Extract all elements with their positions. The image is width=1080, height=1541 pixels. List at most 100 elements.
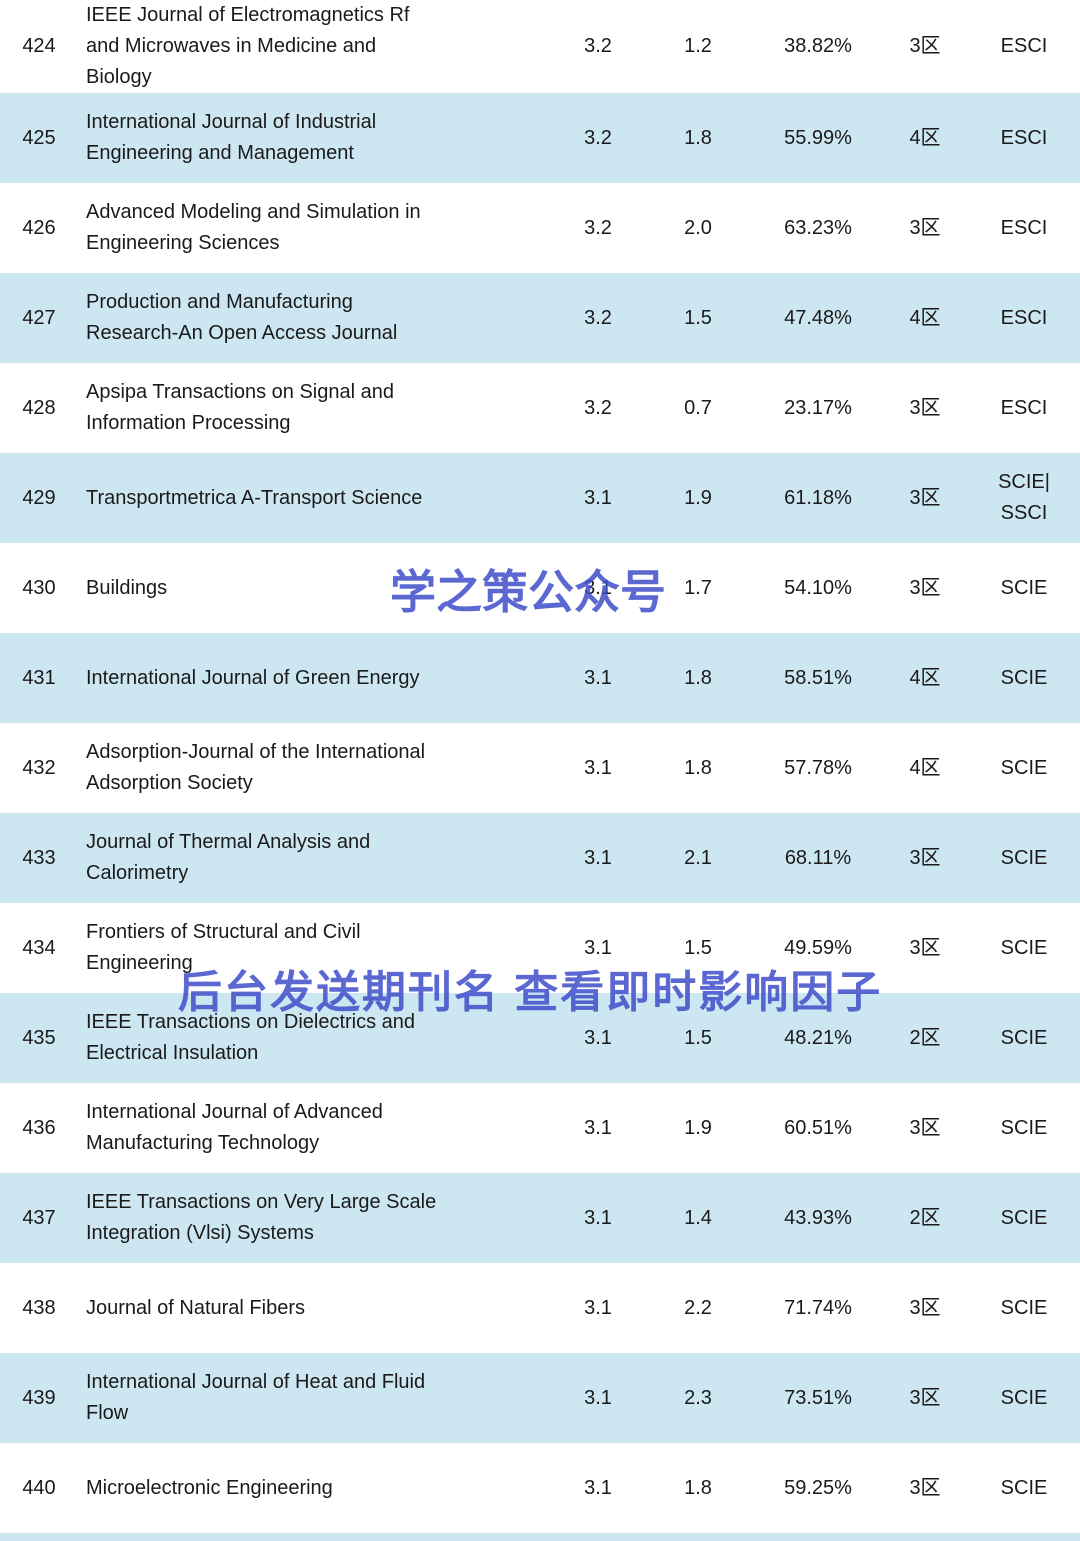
percent-cell: 49.59% [784,936,852,959]
metric1-cell: 3.1 [584,576,612,599]
percent-cell: 68.11% [784,846,852,869]
table-row: 431 International Journal of Green Energ… [0,633,1080,723]
percent-cell: 60.51% [784,1116,852,1139]
rank-cell: 440 [22,1476,56,1499]
partition-cell: 3区 [909,1296,941,1319]
metric1-cell: 3.1 [584,936,612,959]
index-type-cell: SCIE [1000,936,1048,959]
metric1-cell: 3.2 [584,216,612,239]
metric2-cell: 1.8 [684,126,712,149]
percent-cell: 38.82% [784,35,852,57]
metric2-cell: 1.5 [684,306,712,329]
journal-name-cell: Advanced Modeling and Simulation in Engi… [86,201,421,254]
rank-cell: 429 [22,486,56,509]
percent-cell: 59.25% [784,1476,852,1499]
table-row: 438 Journal of Natural Fibers 3.1 2.2 71… [0,1263,1080,1353]
index-type-cell: SCIE [1000,666,1048,689]
partition-cell: 3区 [909,396,941,419]
metric1-cell: 3.2 [584,126,612,149]
rank-cell: 430 [22,576,56,599]
journal-name-cell: IEEE Transactions on Very Large Scale In… [86,1191,437,1244]
index-type-cell: SCIE [1000,1386,1048,1409]
journal-name-cell: Transportmetrica A-Transport Science [86,486,423,509]
table-row: 433 Journal of Thermal Analysis and Calo… [0,813,1080,903]
partition-cell: 3区 [909,936,941,959]
index-type-cell: ESCI [1000,35,1048,57]
percent-cell: 54.10% [784,576,852,599]
partition-cell: 3区 [909,486,941,509]
journal-name-cell: International Journal of Industrial Engi… [86,111,377,164]
rank-cell: 436 [22,1116,56,1139]
metric1-cell: 3.1 [584,666,612,689]
index-type-cell: SCIE [1000,1026,1048,1049]
journal-name-cell: Journal of Natural Fibers [86,1296,305,1319]
index-type-cell: SCIE [1000,846,1048,869]
rank-cell: 432 [22,756,56,779]
partition-cell: 3区 [909,216,941,239]
journal-name-cell: Production and Manufacturing Research-An… [86,291,398,344]
metric2-cell: 1.5 [684,936,712,959]
index-type-cell: SCIE [1000,1476,1048,1499]
partition-cell: 2区 [909,1026,941,1049]
rank-cell: 428 [22,396,56,419]
index-type-cell: ESCI [1000,396,1048,419]
rank-cell: 437 [22,1206,56,1229]
table-row: 426 Advanced Modeling and Simulation in … [0,183,1080,273]
rank-cell: 427 [22,306,56,329]
index-type-cell: ESCI [1000,306,1048,329]
percent-cell: 23.17% [784,396,852,419]
partition-cell: 4区 [909,756,941,779]
journal-name-cell: Frontiers of Structural and Civil Engine… [86,921,361,974]
partition-cell: 4区 [909,666,941,689]
percent-cell: 55.99% [784,126,852,149]
partition-cell: 3区 [909,576,941,599]
index-type-cell: ESCI [1000,126,1048,149]
metric1-cell: 3.1 [584,1296,612,1319]
journal-name-cell: Buildings [86,576,168,599]
metric2-cell: 2.0 [684,216,712,239]
metric2-cell: 1.9 [684,1116,712,1139]
metric1-cell: 3.1 [584,846,612,869]
table-row: 434 Frontiers of Structural and Civil En… [0,903,1080,993]
percent-cell: 73.51% [784,1386,852,1409]
next-row-partial [0,1533,1080,1541]
journal-name-cell: IEEE Transactions on Dielectrics and Ele… [86,1011,416,1064]
table-row: 435 IEEE Transactions on Dielectrics and… [0,993,1080,1083]
percent-cell: 57.78% [784,756,852,779]
percent-cell: 71.74% [784,1296,852,1319]
metric2-cell: 2.2 [684,1296,712,1319]
metric2-cell: 1.5 [684,1026,712,1049]
metric2-cell: 0.7 [684,396,712,419]
table-row: 430 Buildings 3.1 1.7 54.10% 3区 SCIE [0,543,1080,633]
journal-name-cell: International Journal of Advanced Manufa… [86,1101,383,1154]
table-row: 427 Production and Manufacturing Researc… [0,273,1080,363]
table-row: 432 Adsorption-Journal of the Internatio… [0,723,1080,813]
rank-cell: 424 [22,35,56,57]
index-type-cell: ESCI [1000,216,1048,239]
percent-cell: 47.48% [784,306,852,329]
partition-cell: 3区 [909,35,941,57]
rank-cell: 431 [22,666,56,689]
rank-cell: 434 [22,936,56,959]
metric1-cell: 3.1 [584,486,612,509]
metric2-cell: 1.2 [684,35,712,57]
percent-cell: 58.51% [784,666,852,689]
metric1-cell: 3.2 [584,396,612,419]
partition-cell: 3区 [909,1116,941,1139]
metric1-cell: 3.1 [584,1206,612,1229]
table-row: 436 International Journal of Advanced Ma… [0,1083,1080,1173]
table-row: 428 Apsipa Transactions on Signal and In… [0,363,1080,453]
journal-name-cell: Apsipa Transactions on Signal and Inform… [86,381,394,434]
index-type-cell: SCIE [1000,1296,1048,1319]
index-type-cell: SCIE| SSCI [998,471,1050,524]
rank-cell: 439 [22,1386,56,1409]
partition-cell: 4区 [909,306,941,329]
partition-cell: 2区 [909,1206,941,1229]
journal-name-cell: IEEE Journal of Electromagnetics Rf and … [86,4,410,88]
metric1-cell: 3.1 [584,1026,612,1049]
journal-name-cell: International Journal of Heat and Fluid … [86,1371,426,1424]
metric1-cell: 3.1 [584,756,612,779]
metric2-cell: 1.9 [684,486,712,509]
metric2-cell: 1.8 [684,666,712,689]
